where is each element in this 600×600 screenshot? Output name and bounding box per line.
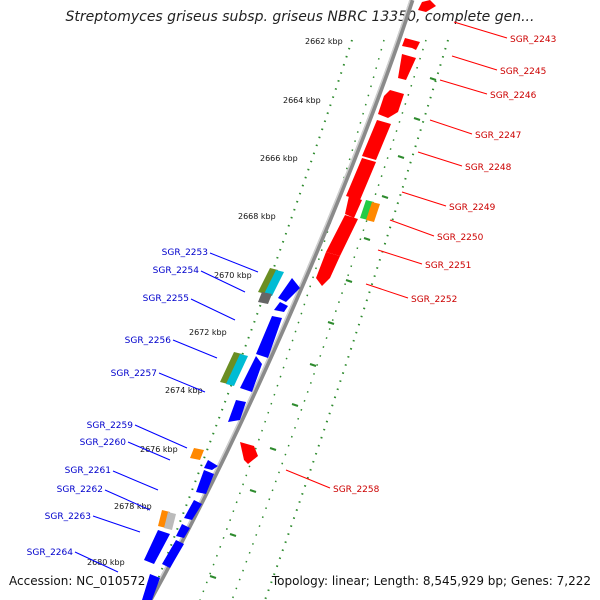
gene-label[interactable]: SGR_2255	[143, 294, 189, 304]
gene-label[interactable]: SGR_2247	[475, 131, 521, 141]
genome-summary-text: Topology: linear; Length: 8,545,929 bp; …	[271, 574, 591, 588]
gene-label[interactable]: SGR_2248	[465, 163, 512, 173]
tick-label: 2670 kbp	[214, 271, 252, 280]
dotted-ring-outer-left	[149, 39, 353, 600]
tick-label: 2674 kbp	[165, 386, 203, 395]
gene-SGR_2249	[345, 196, 362, 218]
gene-SGR_2262	[176, 524, 190, 538]
tick-label: 2662 kbp	[305, 37, 343, 46]
gene-SGR_2243	[418, 0, 436, 12]
gene-label[interactable]: SGR_2254	[153, 266, 200, 276]
gene-SGR_2254	[274, 302, 288, 312]
gene-SGR_2258	[240, 442, 258, 464]
gene-label[interactable]: SGR_2256	[125, 336, 172, 346]
gene-label[interactable]: SGR_2250	[437, 233, 484, 243]
gene-SGR_2250	[326, 215, 358, 256]
tick-label: 2680 kbp	[87, 558, 125, 567]
gene-SGR_2256	[240, 356, 262, 392]
forward-labels: SGR_2243 SGR_2245 SGR_2246 SGR_2247 SGR_…	[333, 35, 556, 495]
dotted-ring-inner-right	[231, 39, 427, 600]
forward-genes	[240, 0, 436, 464]
gene-SGR_2248b	[346, 158, 376, 200]
gene-SGR_2255	[256, 316, 282, 358]
gene-label[interactable]: SGR_2252	[411, 295, 457, 305]
dotted-ring-inner-left	[199, 39, 385, 600]
gene-label[interactable]: SGR_2262	[57, 485, 103, 495]
gene-label[interactable]: SGR_2261	[65, 466, 111, 476]
tick-label: 2666 kbp	[260, 154, 298, 163]
reverse-genes	[142, 278, 300, 600]
tick-label: 2676 kbp	[140, 445, 178, 454]
gene-label[interactable]: SGR_2249	[449, 203, 496, 213]
gene-SGR_2259	[204, 460, 218, 470]
gene-label[interactable]: SGR_2245	[500, 67, 546, 77]
tick-label: 2664 kbp	[283, 96, 321, 105]
reverse-labels: SGR_2253 SGR_2254 SGR_2255 SGR_2256 SGR_…	[27, 248, 208, 558]
gene-label[interactable]: SGR_2258	[333, 485, 380, 495]
tick-labels: 2662 kbp 2664 kbp 2666 kbp 2668 kbp 2670…	[87, 37, 343, 567]
gene-SGR_2260	[196, 470, 214, 494]
gene-SGR_2261	[184, 500, 202, 520]
reverse-label-leaders	[74, 252, 259, 573]
gene-label[interactable]: SGR_2251	[425, 261, 471, 271]
tick-label: 2672 kbp	[189, 328, 227, 337]
gene-label[interactable]: SGR_2246	[490, 91, 537, 101]
tick-label: 2678 kbp	[114, 502, 152, 511]
gene-SGR_2251	[316, 252, 340, 286]
gene-label[interactable]: SGR_2257	[111, 369, 157, 379]
gene-label[interactable]: SGR_2259	[87, 421, 134, 431]
tick-label: 2668 kbp	[238, 212, 276, 221]
map-title: Streptomyces griseus subsp. griseus NBRC…	[65, 9, 535, 25]
gene-SGR_2248	[362, 120, 391, 160]
gene-label[interactable]: SGR_2260	[80, 438, 127, 448]
gene-label[interactable]: SGR_2243	[510, 35, 556, 45]
genome-backbone	[147, 0, 415, 600]
gene-SGR_2257	[228, 400, 246, 422]
gene-label[interactable]: SGR_2253	[162, 248, 208, 258]
dotted-ring-outer-right	[264, 39, 449, 600]
forward-label-leaders	[285, 21, 508, 489]
feature-blocks-right	[360, 200, 380, 222]
gene-SGR_2263b	[162, 540, 184, 568]
accession-text: Accession: NC_010572	[9, 574, 146, 588]
gene-label[interactable]: SGR_2264	[27, 548, 74, 558]
gene-SGR_2247	[378, 90, 404, 118]
gene-SGR_2263	[144, 530, 170, 564]
tick-dashes	[209, 77, 437, 579]
gene-SGR_2245	[402, 38, 420, 50]
gene-SGR_2264	[142, 574, 160, 600]
gene-label[interactable]: SGR_2263	[45, 512, 91, 522]
gene-SGR_2246	[398, 54, 416, 80]
feature-blocks-left	[158, 268, 284, 530]
gene-SGR_2253	[278, 278, 300, 302]
